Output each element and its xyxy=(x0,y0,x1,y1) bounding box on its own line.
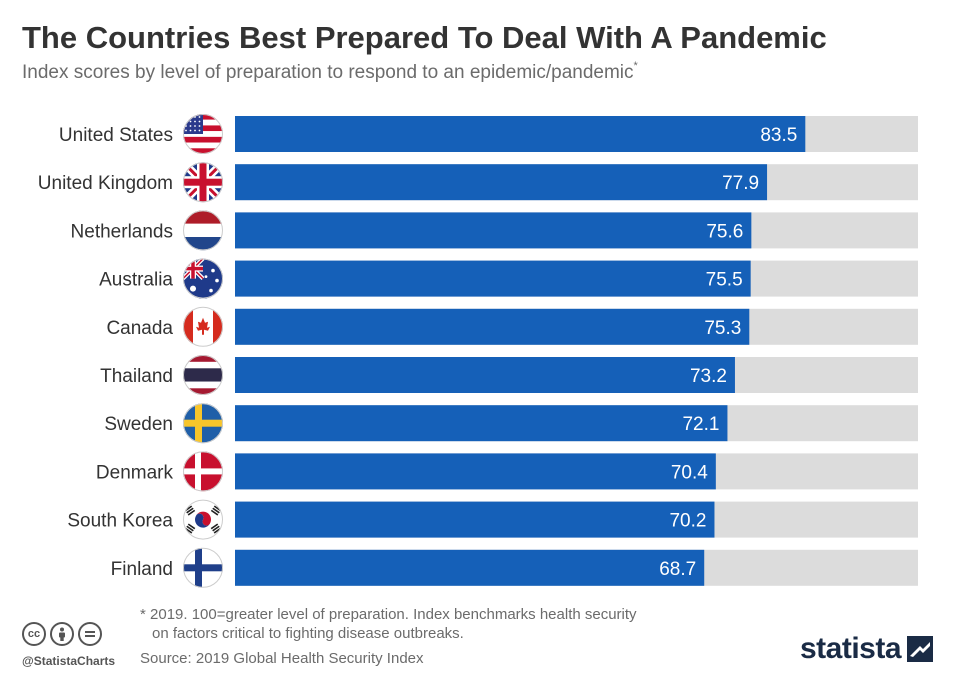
data-label: 70.4 xyxy=(671,462,708,483)
bar xyxy=(235,212,752,249)
bar-row: Thailand 73.2 xyxy=(100,355,918,395)
license-icons: cc xyxy=(22,622,102,646)
chart-subtitle: Index scores by level of preparation to … xyxy=(22,60,942,84)
netherlands-flag-icon xyxy=(183,210,223,251)
australia-flag-icon xyxy=(183,258,223,299)
data-label: 70.2 xyxy=(669,511,706,532)
footnote-line-1: * 2019. 100=greater level of preparation… xyxy=(140,606,637,623)
sweden-flag-icon xyxy=(183,403,223,444)
bar-row: Australia 75.5 xyxy=(99,258,918,299)
bar-row: Netherlands 75.6 xyxy=(71,210,918,251)
data-label: 73.2 xyxy=(690,366,727,387)
uk-flag-icon xyxy=(183,162,223,203)
bar xyxy=(235,116,806,152)
bar xyxy=(235,357,735,393)
source-text: Source: 2019 Global Health Security Inde… xyxy=(140,650,424,667)
statista-mark-icon xyxy=(907,636,934,662)
bar-row: Canada 75.3 xyxy=(106,306,918,347)
social-handle[interactable]: @StatistaCharts xyxy=(22,654,116,668)
bar-row: Finland 68.7 xyxy=(111,547,918,588)
data-label: 68.7 xyxy=(659,559,696,580)
bar xyxy=(235,308,750,345)
bar-row: Denmark 70.4 xyxy=(96,451,918,492)
statista-logo[interactable]: statista xyxy=(800,632,934,666)
category-label: Finland xyxy=(111,559,173,580)
category-label: United States xyxy=(59,125,173,146)
canada-flag-icon xyxy=(183,306,223,347)
footnote: * 2019. 100=greater level of preparation… xyxy=(140,605,760,643)
bar xyxy=(235,164,768,201)
bar-row: United Kingdom 77.9 xyxy=(38,162,918,203)
denmark-flag-icon xyxy=(183,451,223,492)
bar xyxy=(235,405,728,442)
creative-commons-icon[interactable]: cc xyxy=(22,622,46,646)
data-label: 83.5 xyxy=(760,125,797,146)
attribution-icon[interactable] xyxy=(50,622,74,646)
category-label: Denmark xyxy=(96,462,174,483)
bar xyxy=(235,549,705,586)
subtitle-footnote-marker: * xyxy=(633,60,638,72)
data-label: 75.3 xyxy=(704,318,741,339)
data-label: 72.1 xyxy=(682,414,719,435)
south-korea-flag-icon xyxy=(183,499,223,540)
bar xyxy=(235,260,751,297)
category-label: Canada xyxy=(106,318,173,339)
category-label: South Korea xyxy=(67,511,173,532)
bar xyxy=(235,501,715,538)
brand-wordmark: statista xyxy=(800,632,902,665)
bar-row: Sweden 72.1 xyxy=(104,403,918,444)
footnote-line-2: on factors critical to fighting disease … xyxy=(152,625,464,642)
bar xyxy=(235,453,716,490)
no-derivatives-icon[interactable] xyxy=(78,622,102,646)
chart-title: The Countries Best Prepared To Deal With… xyxy=(22,20,827,55)
category-label: Netherlands xyxy=(71,221,173,242)
data-label: 77.9 xyxy=(722,173,759,194)
data-label: 75.5 xyxy=(706,270,743,291)
category-label: Sweden xyxy=(104,414,173,435)
us-flag-icon xyxy=(183,114,223,154)
finland-flag-icon xyxy=(183,547,223,588)
thailand-flag-icon xyxy=(183,355,223,395)
bar-row: South Korea 70.2 xyxy=(67,499,918,540)
subtitle-text: Index scores by level of preparation to … xyxy=(22,62,634,83)
category-label: Thailand xyxy=(100,366,173,387)
category-label: Australia xyxy=(99,270,173,291)
data-label: 75.6 xyxy=(706,221,743,242)
bar-row: United States 83.5 xyxy=(59,114,918,154)
category-label: United Kingdom xyxy=(38,173,173,194)
bar-chart: United States 83.5 United Kingdom 77.9 Nethe… xyxy=(38,114,918,588)
